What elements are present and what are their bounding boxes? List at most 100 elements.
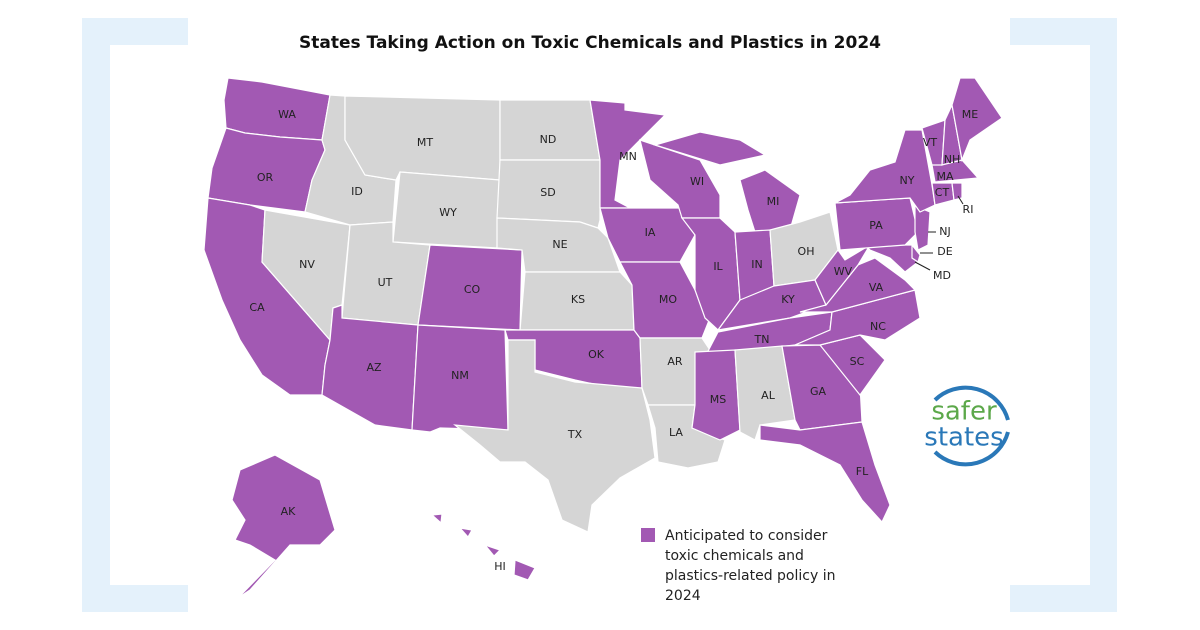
state: MO bbox=[619, 261, 711, 339]
state-label: VA bbox=[869, 281, 884, 294]
state-label: PA bbox=[869, 219, 883, 232]
state: WI bbox=[639, 139, 721, 219]
state-label: TX bbox=[567, 428, 583, 441]
state: AZ bbox=[321, 304, 419, 431]
state-label: IL bbox=[713, 260, 723, 273]
state-shape bbox=[652, 131, 767, 166]
state-label: MS bbox=[710, 393, 726, 406]
state: WV bbox=[814, 244, 871, 307]
state-shape bbox=[914, 205, 931, 251]
logo-arc bbox=[933, 385, 1010, 421]
state-shape bbox=[951, 77, 1003, 163]
state-label: WA bbox=[278, 108, 296, 121]
state-label: MI bbox=[767, 195, 780, 208]
state-label: CA bbox=[249, 301, 265, 314]
state: MS bbox=[691, 349, 741, 441]
logo-text: safer bbox=[931, 397, 997, 427]
state-shape bbox=[951, 182, 963, 201]
state-shape bbox=[453, 339, 656, 533]
state-label: AL bbox=[761, 389, 776, 402]
state: MA bbox=[931, 159, 980, 183]
state-shape bbox=[589, 99, 667, 209]
legend-text: toxic chemicals and bbox=[665, 548, 804, 564]
state: MI bbox=[652, 131, 801, 233]
state-shape bbox=[231, 454, 336, 599]
state-label: WV bbox=[834, 265, 853, 278]
logo-text: states bbox=[924, 423, 1003, 453]
state-shape bbox=[483, 543, 502, 557]
state-label: RI bbox=[963, 203, 974, 216]
state-label: SC bbox=[850, 355, 865, 368]
state-shape bbox=[911, 243, 921, 263]
state: OH bbox=[769, 211, 839, 287]
state-label: NM bbox=[451, 369, 469, 382]
state: SD bbox=[496, 159, 601, 229]
state-label: MO bbox=[659, 293, 677, 306]
state-label: MA bbox=[936, 170, 953, 183]
leader-line bbox=[957, 195, 964, 205]
legend: Anticipated to consider toxic chemicals a… bbox=[641, 528, 835, 604]
state-label: HI bbox=[494, 560, 506, 573]
state-label: AR bbox=[667, 355, 683, 368]
map: WA OR CA NV ID MT WY UT CO AZ NM ND SD NE KS OK TX MN IA MO… bbox=[203, 77, 1003, 599]
state: PA bbox=[834, 197, 919, 251]
state-label: NE bbox=[552, 238, 567, 251]
state-label: WI bbox=[690, 175, 704, 188]
state: GA bbox=[781, 344, 863, 431]
state-label: MD bbox=[933, 269, 951, 282]
state-label: NC bbox=[870, 320, 886, 333]
legend-text: plastics-related policy in bbox=[665, 568, 835, 584]
state-label: MT bbox=[417, 136, 433, 149]
state-label: OK bbox=[588, 348, 605, 361]
state-shape bbox=[814, 244, 871, 307]
state-label: ID bbox=[351, 185, 363, 198]
state-shape bbox=[759, 421, 891, 524]
state-label: VT bbox=[923, 136, 938, 149]
legend-text: Anticipated to consider bbox=[665, 528, 828, 544]
state-shape bbox=[499, 99, 601, 161]
state-label: UT bbox=[378, 276, 393, 289]
state-shape bbox=[513, 559, 536, 581]
state: FL bbox=[759, 421, 891, 524]
state-label: WY bbox=[439, 206, 457, 219]
state-label: AK bbox=[281, 505, 297, 518]
state-label: NJ bbox=[939, 225, 950, 238]
state-label: OH bbox=[798, 245, 815, 258]
state-label: GA bbox=[810, 385, 827, 398]
state-label: NH bbox=[944, 153, 961, 166]
state-label: MN bbox=[619, 150, 637, 163]
state-label: IN bbox=[751, 258, 762, 271]
state: RI bbox=[951, 182, 974, 216]
state: CT bbox=[931, 182, 955, 206]
state-label: OR bbox=[257, 171, 274, 184]
state: NJ bbox=[914, 205, 951, 251]
state-label: ME bbox=[962, 108, 978, 121]
state-shape bbox=[794, 289, 921, 346]
state-label: NV bbox=[299, 258, 315, 271]
state-label: CT bbox=[935, 186, 950, 199]
state-label: SD bbox=[540, 186, 555, 199]
state-shape bbox=[430, 513, 443, 525]
state-label: KS bbox=[571, 293, 585, 306]
state-label: CO bbox=[464, 283, 481, 296]
state: DE bbox=[911, 243, 953, 263]
leader-line bbox=[914, 261, 931, 271]
state: WY bbox=[392, 171, 501, 249]
title: States Taking Action on Toxic Chemicals … bbox=[299, 33, 881, 53]
state-label: ND bbox=[540, 133, 557, 146]
state: MT bbox=[344, 95, 501, 181]
state-shape bbox=[458, 527, 473, 539]
state: NM bbox=[411, 324, 509, 433]
state: KS bbox=[519, 271, 635, 331]
legend-swatch bbox=[641, 528, 655, 542]
state: MD bbox=[863, 244, 951, 282]
state: CO bbox=[417, 244, 523, 331]
state-label: AZ bbox=[366, 361, 382, 374]
state: AK bbox=[231, 454, 336, 599]
state: MN bbox=[589, 99, 667, 209]
state: ND bbox=[499, 99, 601, 161]
state: VT bbox=[921, 119, 946, 166]
state: NC bbox=[794, 289, 921, 346]
state-label: LA bbox=[669, 426, 683, 439]
state-label: KY bbox=[781, 293, 795, 306]
